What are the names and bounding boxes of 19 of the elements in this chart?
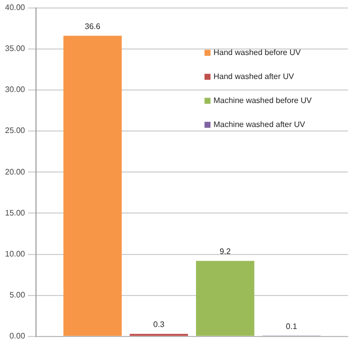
data-label: 9.2 (220, 247, 232, 256)
y-tick-label: 40.00 (4, 3, 26, 12)
y-tick-label: 5.00 (9, 290, 26, 300)
y-tick-label: 15.00 (4, 208, 26, 218)
y-tick-label: 30.00 (4, 85, 26, 94)
y-tick-label: 20.00 (4, 167, 26, 176)
y-tick-label: 10.00 (4, 249, 26, 258)
bar (196, 260, 254, 336)
legend-label: Machine washed before UV (213, 96, 312, 106)
data-label: 0.3 (153, 320, 165, 330)
legend-label: Machine washed after UV (213, 120, 306, 130)
y-tick-label: 35.00 (4, 44, 26, 54)
data-label: 36.6 (84, 22, 101, 31)
legend-label: Hand washed after UV (213, 72, 295, 82)
y-tick-label: 25.00 (4, 126, 26, 136)
data-label: 0.1 (286, 322, 298, 331)
bar (63, 36, 122, 336)
y-tick-label: 0.00 (9, 332, 26, 341)
legend-label: Hand washed before UV (213, 48, 302, 58)
